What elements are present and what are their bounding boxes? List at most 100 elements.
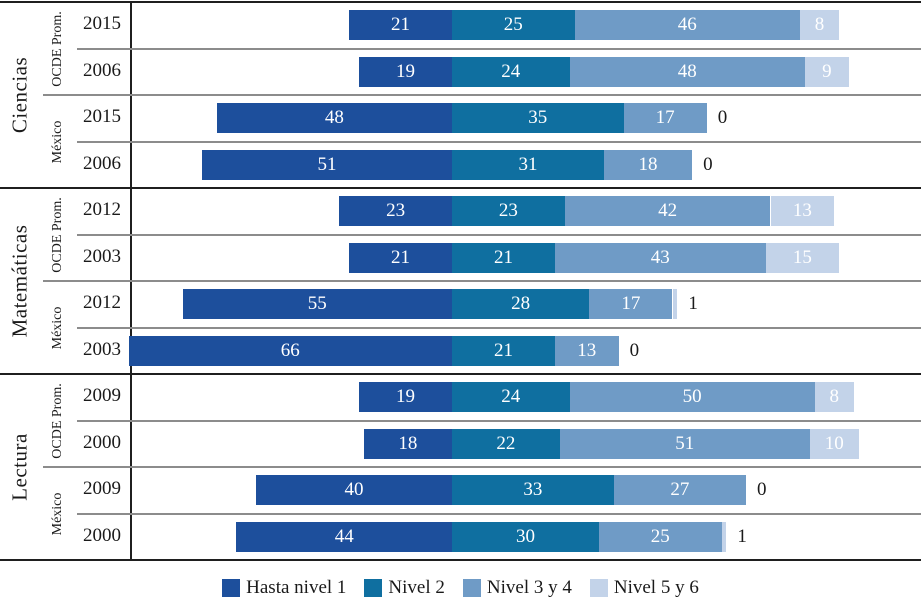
- bar-segment-value: 21: [493, 246, 513, 268]
- subgroup-separator: [43, 280, 921, 282]
- bar-segment: 48: [216, 103, 452, 134]
- bar-segment-value: 44: [334, 525, 354, 547]
- year-label: 2000: [83, 431, 121, 453]
- year-label: 2012: [83, 199, 121, 221]
- bar-segment-value: 18: [638, 153, 658, 175]
- bar-segment-value: 22: [496, 432, 516, 454]
- legend-label: Nivel 2: [388, 577, 445, 598]
- legend-item: Nivel 2: [364, 577, 445, 599]
- bar-segment-value: 46: [677, 14, 697, 36]
- outside-value-label: 0: [629, 339, 640, 361]
- group-separator: [0, 372, 921, 376]
- bar-segment: 44: [236, 521, 452, 552]
- bar-segment: 8: [799, 10, 840, 41]
- bar-segment: 40: [256, 475, 452, 506]
- year-separator: [77, 326, 921, 329]
- bar-segment: 51: [559, 428, 810, 459]
- subgroup-label: OCDE Prom.: [50, 196, 65, 273]
- bar-segment-value: 51: [675, 432, 695, 454]
- bar-segment-value: 17: [621, 293, 641, 315]
- bar-segment: 66: [128, 335, 452, 366]
- legend-label: Hasta nivel 1: [246, 577, 347, 598]
- chart-top-rule: [0, 0, 921, 4]
- year-label: 2012: [83, 292, 121, 314]
- bar-segment: 8: [814, 382, 854, 413]
- legend-item: Nivel 3 y 4: [462, 577, 572, 599]
- bar-segment: 55: [182, 289, 452, 320]
- year-separator: [77, 140, 921, 143]
- outside-value-label: 1: [688, 293, 698, 315]
- subgroup-label: México: [50, 306, 65, 349]
- year-label: 2015: [83, 13, 121, 35]
- bar-segment-value: 25: [503, 14, 523, 36]
- bar-segment: 21: [349, 242, 452, 273]
- bar-segment-value: 24: [501, 60, 521, 82]
- bar-segment: 21: [452, 335, 555, 366]
- bar-segment: 27: [613, 475, 746, 506]
- bar-segment: 48: [569, 56, 805, 87]
- bar-segment: 15: [765, 242, 840, 273]
- bar-segment-value: 23: [386, 200, 406, 222]
- bar-segment-value: 21: [391, 246, 411, 268]
- bar-segment-value: 48: [677, 60, 697, 82]
- bar-segment-value: 18: [398, 432, 418, 454]
- bar-segment: 18: [363, 428, 452, 459]
- legend-swatch-icon: [222, 579, 241, 597]
- subgroup-label: México: [50, 120, 65, 163]
- year-label: 2000: [83, 524, 121, 546]
- bar-segment-value: 31: [518, 153, 538, 175]
- legend-swatch-icon: [589, 579, 608, 597]
- bar-segment: 31: [452, 149, 604, 180]
- subgroup-separator: [43, 466, 921, 468]
- bar-segment-sliver: [672, 289, 678, 320]
- subgroup-label: México: [50, 492, 65, 535]
- legend-swatch-icon: [462, 579, 481, 597]
- bar-segment: 22: [452, 428, 560, 459]
- bar-segment-value: 50: [682, 386, 702, 408]
- subgroup-label: OCDE Prom.: [50, 382, 65, 459]
- group-label: Matemáticas: [7, 224, 32, 338]
- bar-segment: 13: [554, 335, 619, 366]
- outside-value-label: 1: [737, 525, 747, 547]
- bar-segment: 17: [589, 289, 673, 320]
- bar-segment: 24: [452, 56, 570, 87]
- bar-segment-value: 9: [822, 60, 832, 82]
- bar-segment-value: 43: [650, 246, 670, 268]
- year-label: 2009: [83, 385, 121, 407]
- bar-segment: 13: [770, 196, 835, 227]
- bar-segment-value: 28: [511, 293, 531, 315]
- bar-segment: 18: [603, 149, 693, 180]
- bar-segment: 33: [452, 475, 614, 506]
- bar-segment-value: 24: [501, 386, 521, 408]
- bar-segment-value: 25: [650, 525, 670, 547]
- bar-segment-value: 15: [792, 246, 812, 268]
- bar-segment-value: 35: [528, 107, 548, 129]
- bar-segment: 21: [452, 242, 555, 273]
- bar-segment-sliver: [721, 521, 727, 552]
- bar-segment-value: 8: [814, 14, 825, 36]
- subgroup-separator: [43, 94, 921, 96]
- year-separator: [77, 419, 921, 422]
- legend-item: Nivel 5 y 6: [589, 577, 699, 599]
- bar-segment: 46: [574, 10, 800, 41]
- legend-label: Nivel 5 y 6: [613, 577, 699, 598]
- bar-segment-value: 48: [324, 107, 344, 129]
- bar-segment: 24: [452, 382, 570, 413]
- bar-segment-value: 10: [824, 432, 844, 454]
- bar-segment-value: 23: [498, 200, 518, 222]
- year-label: 2006: [83, 59, 121, 81]
- outside-value-label: 0: [757, 479, 767, 501]
- bar-segment-value: 21: [493, 339, 513, 361]
- legend-item: Hasta nivel 1: [222, 577, 346, 599]
- year-label: 2003: [83, 245, 121, 267]
- bar-segment-value: 55: [307, 293, 327, 315]
- bar-segment: 9: [804, 56, 849, 87]
- bar-segment: 19: [358, 56, 452, 87]
- bar-segment: 25: [599, 521, 722, 552]
- year-separator: [77, 233, 921, 236]
- bar-segment-value: 17: [655, 107, 675, 129]
- bar-segment-value: 13: [577, 339, 597, 361]
- bar-segment-value: 66: [280, 339, 300, 361]
- bar-segment: 23: [339, 196, 452, 227]
- bar-segment: 21: [349, 10, 452, 41]
